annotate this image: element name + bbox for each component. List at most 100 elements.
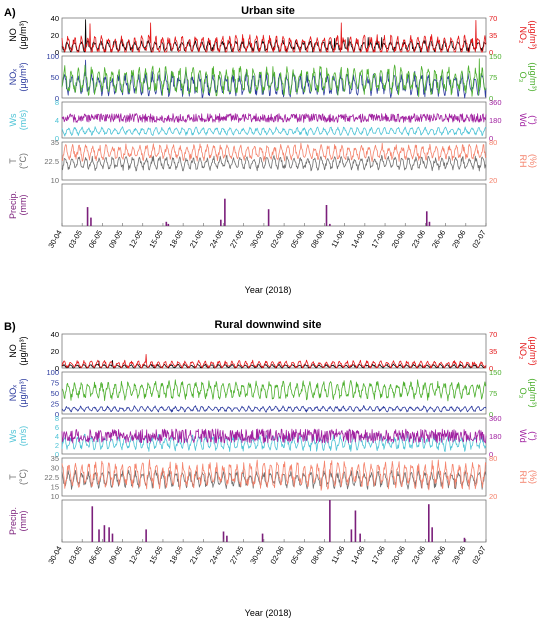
left-axis-label-ws_wd: Ws — [8, 113, 18, 126]
x-tick-label: 12-05 — [127, 229, 144, 250]
plot-frame-no_no2 — [61, 333, 487, 369]
right-axis-label-no_no2: NO₂ — [518, 343, 528, 361]
x-tick-label: 21-05 — [188, 229, 205, 250]
plot-frame-nox_o3 — [61, 371, 487, 415]
panel-b-title: Rural downwind site — [215, 319, 322, 331]
panel-b-xlabel: Year (2018) — [245, 608, 292, 618]
precip-bar — [111, 533, 114, 542]
left-axis-label-t_rh: T — [8, 474, 18, 480]
left-axis-label-no_no2: (μg/m³) — [18, 336, 28, 365]
plot-frame-precip — [61, 499, 487, 543]
right-axis-label-t_rh: (%) — [528, 154, 538, 168]
x-tick-label: 03-05 — [67, 229, 84, 250]
left-tick-label: 20 — [51, 31, 59, 40]
right-axis-label-t_rh: RH — [518, 471, 528, 484]
left-tick-label: 35 — [51, 138, 59, 147]
left-tick-label: 0 — [55, 134, 59, 143]
left-tick-label: 0 — [55, 410, 59, 419]
precip-bar — [425, 211, 428, 226]
right-tick-label: 180 — [489, 432, 502, 441]
left-axis-label-no_no2: (μg/m³) — [18, 20, 28, 49]
right-tick-label: 70 — [489, 14, 497, 23]
x-tick-label: 14-06 — [349, 545, 366, 566]
left-axis-label-nox_o3: (μg/m³) — [18, 378, 28, 407]
left-axis-label-ws_wd: (m/s) — [18, 426, 28, 447]
x-tick-label: 15-05 — [147, 229, 164, 250]
x-tick-label: 08-06 — [309, 545, 326, 566]
series-line-o3 — [61, 379, 487, 402]
series-line-nox — [61, 59, 487, 99]
x-tick-label: 29-06 — [450, 545, 467, 566]
left-tick-label: 35 — [51, 454, 59, 463]
precip-bar — [359, 533, 361, 542]
x-tick-label: 09-05 — [107, 229, 124, 250]
left-tick-label: 8 — [55, 98, 59, 107]
series-line-nox — [61, 405, 487, 413]
right-tick-label: 35 — [489, 31, 497, 40]
left-tick-label: 50 — [51, 73, 59, 82]
precip-bar — [261, 533, 264, 542]
x-tick-label: 14-06 — [349, 229, 366, 250]
left-axis-label-t_rh: T — [8, 158, 18, 164]
precip-bar — [226, 535, 228, 542]
left-axis-label-no_no2: NO — [8, 28, 18, 42]
left-tick-label: 0 — [55, 48, 59, 57]
precip-bar — [220, 219, 222, 226]
right-tick-label: 360 — [489, 98, 502, 107]
left-tick-label: 20 — [51, 347, 59, 356]
left-tick-label: 4 — [55, 432, 59, 441]
precip-bar — [91, 506, 94, 542]
left-tick-label: 6 — [55, 423, 59, 432]
left-axis-label-no_no2: NO — [8, 344, 18, 358]
precip-bar — [98, 529, 100, 542]
precip-bar — [108, 527, 110, 542]
series-line-no — [61, 360, 487, 369]
left-tick-label: 0 — [55, 450, 59, 459]
series-line-wd — [61, 428, 487, 444]
right-axis-label-ws_wd: Wd — [518, 113, 528, 127]
plot-frame-t_rh — [61, 457, 487, 497]
right-tick-label: 75 — [489, 73, 497, 82]
x-tick-label: 17-06 — [369, 229, 386, 250]
precip-bar — [329, 223, 331, 226]
x-tick-label: 20-06 — [390, 545, 407, 566]
right-tick-label: 0 — [489, 48, 493, 57]
series-line-no2 — [61, 354, 487, 369]
x-tick-label: 02-06 — [268, 545, 285, 566]
x-tick-label: 30-04 — [46, 229, 63, 250]
precip-bar — [325, 205, 328, 226]
x-tick-label: 23-06 — [410, 229, 427, 250]
right-tick-label: 0 — [489, 364, 493, 373]
precip-bar — [354, 510, 357, 542]
x-tick-label: 05-06 — [289, 545, 306, 566]
plot-frame-no_no2 — [61, 17, 487, 53]
precip-bar — [463, 537, 466, 542]
right-axis-label-nox_o3: O₃ — [518, 72, 528, 83]
x-tick-label: 30-04 — [46, 545, 63, 566]
right-tick-label: 80 — [489, 138, 497, 147]
right-axis-label-no_no2: (μg/m³) — [528, 336, 538, 365]
series-line-wd — [61, 113, 487, 123]
precip-bar — [224, 198, 226, 226]
right-axis-label-no_no2: (μg/m³) — [528, 20, 538, 49]
right-tick-label: 75 — [489, 389, 497, 398]
left-tick-label: 100 — [46, 368, 59, 377]
left-axis-label-t_rh: (°C) — [18, 469, 28, 485]
series-line-rh — [61, 459, 487, 491]
left-tick-label: 0 — [55, 364, 59, 373]
precip-bar — [86, 207, 89, 226]
right-tick-label: 150 — [489, 52, 502, 61]
left-tick-label: 10 — [51, 176, 59, 185]
precip-bar — [267, 209, 270, 226]
left-axis-label-precip: (mm) — [18, 195, 28, 216]
left-tick-label: 4 — [55, 116, 59, 125]
plot-frame-t_rh — [61, 141, 487, 181]
precip-bar — [165, 221, 168, 226]
left-axis-label-t_rh: (°C) — [18, 153, 28, 169]
plot-frame-nox_o3 — [61, 55, 487, 99]
x-tick-label: 08-06 — [309, 229, 326, 250]
right-tick-label: 0 — [489, 450, 493, 459]
left-tick-label: 40 — [51, 330, 59, 339]
